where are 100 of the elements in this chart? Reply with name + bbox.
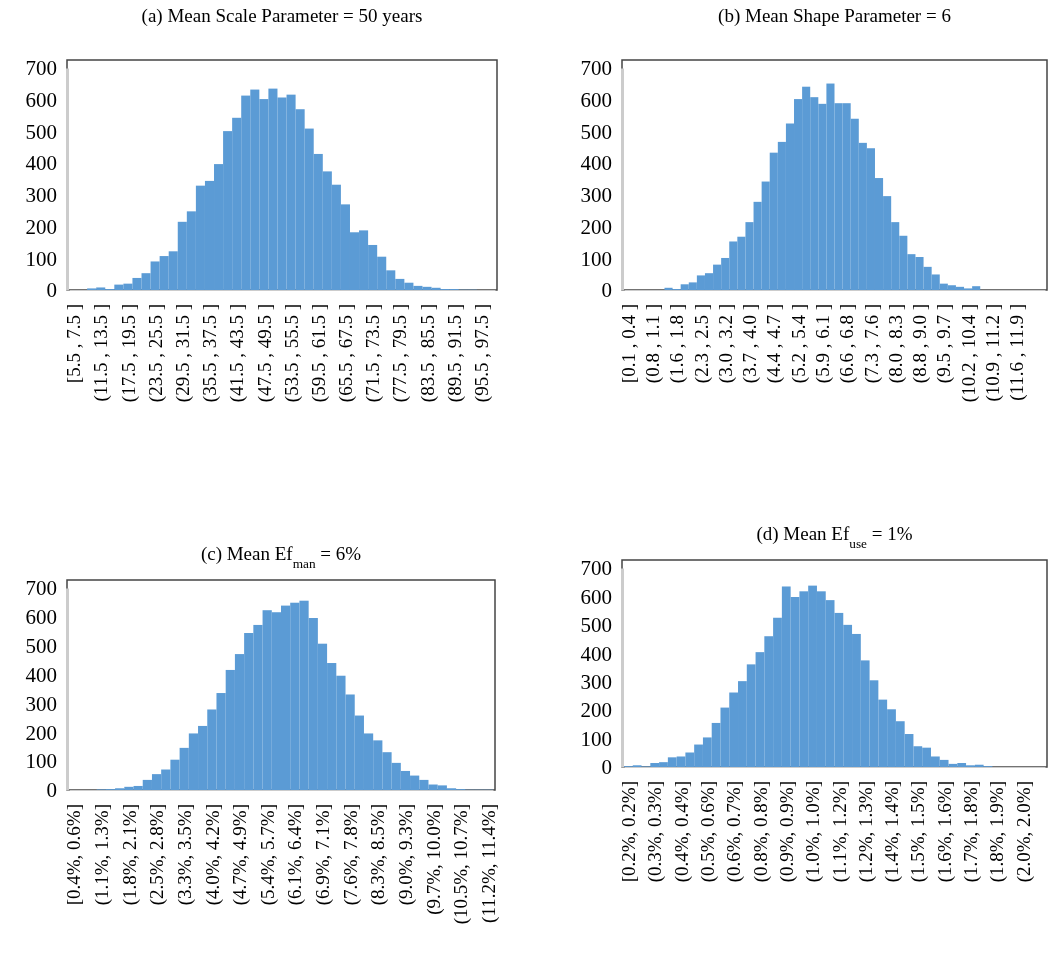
chart-title: (a) Mean Scale Parameter = 50 years <box>141 5 423 27</box>
x-tick-label: (1.6%, 1.6%] <box>933 781 956 883</box>
x-tick-label: (47.5 , 49.5 ] <box>253 304 276 403</box>
x-tick-label: (10.9 , 11.2 ] <box>982 304 1005 402</box>
x-tick-label: (1.1%, 1.2%] <box>828 781 851 883</box>
x-tick-label: (1.8%, 2.1%] <box>118 804 141 906</box>
x-tick-label: (1.8%, 1.9%] <box>986 781 1009 883</box>
x-tick-label: (2.0%, 2.0%] <box>1012 781 1035 883</box>
x-tick-label: (95.5 , 97.5 ] <box>471 304 494 403</box>
x-tick-label: (77.5 , 79.5 ] <box>389 304 412 403</box>
x-tick-label: (9.7%, 10.0%] <box>422 804 445 915</box>
x-tick-label: (11.6 , 11.9 ] <box>1006 304 1029 401</box>
y-tick-label: 600 <box>25 605 57 630</box>
x-tick-label: (41.5 , 43.5 ] <box>226 304 249 403</box>
y-tick-label: 700 <box>25 56 57 81</box>
x-tick-label: (89.5 , 91.5 ] <box>443 304 466 403</box>
x-tick-label: [5.5 , 7.5 ] <box>63 304 85 384</box>
y-tick-label: 500 <box>580 613 612 638</box>
x-tick-label: (5.9 , 6.1 ] <box>812 304 835 384</box>
x-tick-label: (0.8 , 1.1 ] <box>641 304 664 384</box>
x-tick-label: (7.3 , 7.6 ] <box>860 304 883 384</box>
x-tick-label: (1.0%, 1.0%] <box>802 781 825 883</box>
x-tick-label: (3.0 , 3.2 ] <box>714 304 737 384</box>
y-tick-label: 0 <box>601 278 612 303</box>
y-tick-label: 400 <box>580 151 612 176</box>
x-tick-label: (0.9%, 0.9%] <box>775 781 798 883</box>
y-tick-label: 700 <box>580 556 612 581</box>
y-tick-label: 300 <box>580 183 612 208</box>
x-tick-label: (17.5 , 19.5 ] <box>117 304 140 403</box>
x-tick-label: (4.0%, 4.2%] <box>201 804 224 906</box>
x-tick-label: (8.0 , 8.3 ] <box>884 304 907 384</box>
y-tick-label: 0 <box>46 778 57 803</box>
x-tick-label: (1.1%, 1.3%] <box>90 804 113 906</box>
x-tick-label: [0.1 , 0.4 ] <box>617 304 639 384</box>
x-tick-label: (3.7 , 4.0 ] <box>739 304 762 384</box>
x-tick-label: (7.6%, 7.8%] <box>339 804 362 906</box>
y-tick-label: 200 <box>25 720 57 745</box>
x-tick-label: (1.4%, 1.4%] <box>881 781 904 883</box>
x-tick-label: (4.4 , 4.7 ] <box>763 304 786 384</box>
y-tick-label: 200 <box>580 214 612 239</box>
x-tick-label: (0.8%, 0.8%] <box>749 781 772 883</box>
y-tick-label: 300 <box>580 669 612 694</box>
x-tick-label: (65.5 , 67.5 ] <box>335 304 358 403</box>
y-tick-label: 400 <box>25 151 57 176</box>
x-tick-label: (2.3 , 2.5 ] <box>690 304 713 384</box>
x-tick-label: (0.5%, 0.6%] <box>696 781 719 883</box>
x-tick-label: (10.5%, 10.7%] <box>450 804 473 925</box>
x-tick-label: (5.4%, 5.7%] <box>256 804 279 906</box>
x-tick-label: (1.7%, 1.8%] <box>960 781 983 883</box>
y-tick-label: 600 <box>580 584 612 609</box>
x-tick-label: (11.5 , 13.5 ] <box>90 304 113 402</box>
x-tick-label: (5.2 , 5.4 ] <box>787 304 810 384</box>
chart-title: (c) Mean Ef$_{man}$ = 6% <box>200 543 362 571</box>
y-tick-label: 700 <box>25 576 57 601</box>
x-tick-label: (11.2%, 11.4%] <box>478 804 501 923</box>
x-tick-label: (10.2 , 10.4 ] <box>957 304 980 403</box>
x-tick-label: (71.5 , 73.5 ] <box>362 304 385 403</box>
y-tick-label: 300 <box>25 691 57 716</box>
x-tick-label: (83.5 , 85.5 ] <box>416 304 439 403</box>
x-tick-label: (6.6 , 6.8 ] <box>836 304 859 384</box>
x-tick-label: (1.5%, 1.5%] <box>907 781 930 883</box>
y-tick-label: 0 <box>46 278 57 303</box>
y-tick-label: 100 <box>25 246 57 271</box>
x-tick-label: (0.3%, 0.3%] <box>644 781 667 883</box>
x-tick-label: (35.5 , 37.5 ] <box>199 304 222 403</box>
x-tick-label: (3.3%, 3.5%] <box>173 804 196 906</box>
x-tick-label: (1.6 , 1.8 ] <box>666 304 689 384</box>
x-tick-label: (23.5 , 25.5 ] <box>144 304 167 403</box>
x-tick-label: (0.6%, 0.7%] <box>723 781 746 883</box>
chart-title: (b) Mean Shape Parameter = 6 <box>718 5 951 27</box>
y-tick-label: 0 <box>601 755 612 780</box>
x-tick-label: (53.5 , 55.5 ] <box>280 304 303 403</box>
y-tick-label: 500 <box>25 119 57 144</box>
x-tick-label: [0.2%, 0.2%] <box>618 781 640 883</box>
x-tick-label: (4.7%, 4.9%] <box>229 804 252 906</box>
x-tick-label: (9.5 , 9.7 ] <box>933 304 956 384</box>
x-tick-label: (1.2%, 1.3%] <box>854 781 877 883</box>
x-tick-label: (29.5 , 31.5 ] <box>171 304 194 403</box>
x-tick-label: (8.3%, 8.5%] <box>367 804 390 906</box>
y-tick-label: 100 <box>580 726 612 751</box>
x-tick-label: (9.0%, 9.3%] <box>395 804 418 906</box>
y-tick-label: 100 <box>580 246 612 271</box>
x-tick-label: (0.4%, 0.4%] <box>670 781 693 883</box>
x-tick-label: (8.8 , 9.0 ] <box>909 304 932 384</box>
y-tick-label: 500 <box>25 633 57 658</box>
x-tick-label: (2.5%, 2.8%] <box>146 804 169 906</box>
y-tick-label: 200 <box>580 698 612 723</box>
y-tick-label: 400 <box>580 641 612 666</box>
y-tick-label: 600 <box>580 87 612 112</box>
y-tick-label: 100 <box>25 749 57 774</box>
x-tick-label: (6.9%, 7.1%] <box>312 804 335 906</box>
y-tick-label: 300 <box>25 183 57 208</box>
y-tick-label: 500 <box>580 119 612 144</box>
y-tick-label: 600 <box>25 87 57 112</box>
y-tick-label: 700 <box>580 56 612 81</box>
y-tick-label: 200 <box>25 214 57 239</box>
x-tick-label: (6.1%, 6.4%] <box>284 804 307 906</box>
x-tick-label: (59.5 , 61.5 ] <box>307 304 330 403</box>
chart-title: (d) Mean Ef$_{use}$ = 1% <box>756 523 913 551</box>
x-tick-label: [0.4%, 0.6%] <box>63 804 85 906</box>
